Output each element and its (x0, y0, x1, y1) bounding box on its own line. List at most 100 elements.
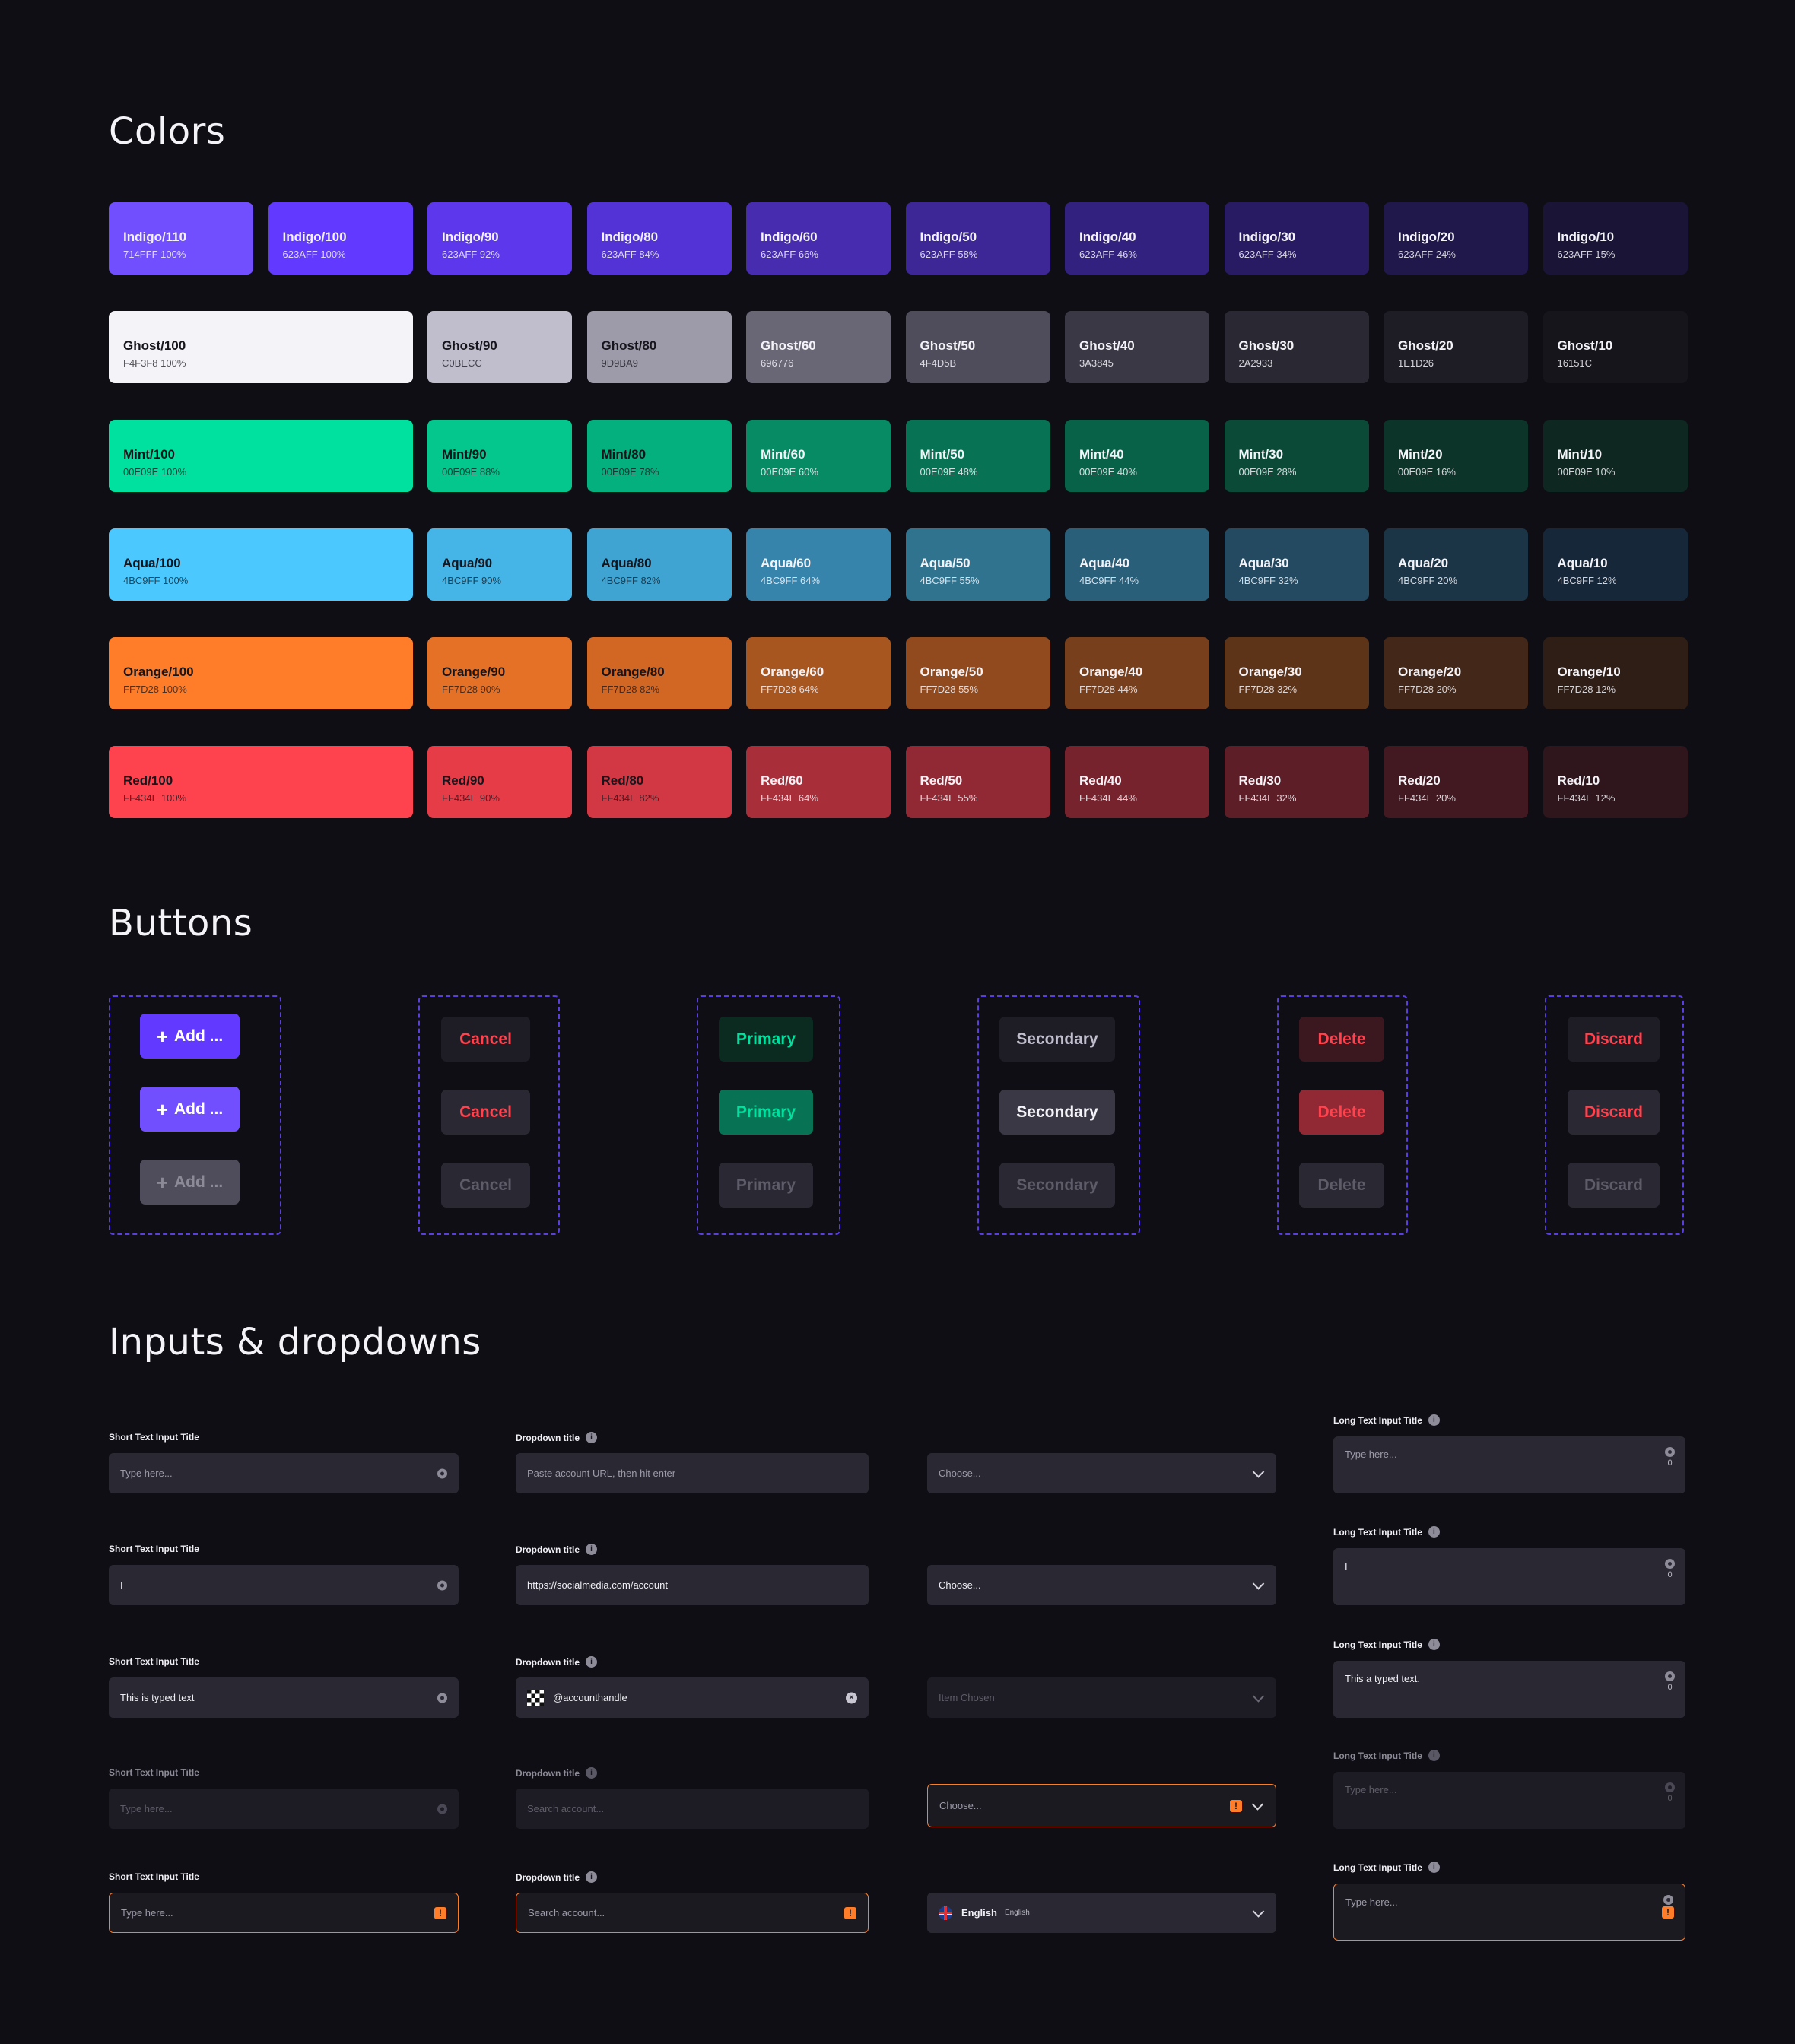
info-icon: i (1428, 1750, 1440, 1761)
select-dropdown[interactable]: English English (927, 1893, 1276, 1933)
info-icon: i (1428, 1862, 1440, 1873)
plus-icon: + (156, 1170, 168, 1194)
button-group-delete (1277, 995, 1408, 1235)
input-value: I (120, 1579, 123, 1591)
select-dropdown[interactable]: Choose...! (927, 1784, 1276, 1827)
delete-button[interactable]: Delete (1299, 1163, 1384, 1208)
secondary-button[interactable]: Secondary (999, 1017, 1115, 1062)
add-button[interactable]: + Add ... (140, 1160, 240, 1204)
swatch-ghost: Ghost/90 C0BECC (427, 311, 572, 383)
primary-button-label: Primary (735, 1030, 796, 1048)
swatch-name: Aqua/80 (601, 556, 652, 570)
settings-icon (437, 1804, 447, 1814)
swatch-red: Red/10 FF434E 12% (1542, 746, 1688, 818)
discard-button[interactable]: Discard (1568, 1163, 1660, 1208)
settings-icon (437, 1468, 447, 1478)
swatch-mint: Mint/90 00E09E 88% (427, 420, 572, 492)
swatch-indigo: Indigo/90 623AFF 92% (427, 202, 572, 275)
cancel-button[interactable]: Cancel (441, 1090, 530, 1135)
delete-button-label: Delete (1317, 1103, 1366, 1121)
swatch-name: Aqua/40 (1079, 556, 1130, 570)
account-input[interactable]: https://socialmedia.com/account (516, 1565, 869, 1605)
swatch-name: Orange/60 (761, 665, 824, 679)
primary-button[interactable]: Primary (719, 1163, 813, 1208)
dropdown-title-text: Dropdown title (516, 1656, 580, 1668)
primary-button[interactable]: Primary (719, 1017, 813, 1062)
cancel-button[interactable]: Cancel (441, 1017, 530, 1062)
button-group-primary (697, 995, 840, 1235)
swatch-orange: Orange/10 FF7D28 12% (1542, 637, 1688, 709)
short-text-input[interactable]: Type here... (109, 1788, 459, 1829)
add-button[interactable]: + Add ... (140, 1014, 240, 1058)
swatch-value: 4BC9FF 100% (123, 575, 189, 586)
cancel-button[interactable]: Cancel (441, 1163, 530, 1208)
short-text-input[interactable]: I (109, 1565, 459, 1605)
long-text-input[interactable]: Type here...! (1333, 1884, 1685, 1941)
swatch-value: 4BC9FF 64% (761, 575, 821, 586)
short-input-title: Short Text Input Title (109, 1871, 199, 1882)
button-group-discard (1545, 995, 1684, 1235)
secondary-button[interactable]: Secondary (999, 1163, 1115, 1208)
swatch-mint: Mint/20 00E09E 16% (1384, 420, 1528, 492)
short-input-title-text: Short Text Input Title (109, 1544, 199, 1554)
swatch-value: 00E09E 28% (1238, 466, 1297, 478)
long-text-input[interactable]: This a typed text. 0 (1333, 1661, 1685, 1718)
swatch-name: Ghost/100 (123, 338, 186, 353)
select-dropdown[interactable]: Choose... (927, 1453, 1276, 1493)
swatch-name: Orange/20 (1398, 665, 1462, 679)
short-text-input[interactable]: Type here...! (109, 1893, 459, 1933)
select-secondary-label: English (1004, 1909, 1030, 1917)
long-text-input[interactable]: Type here... 0 (1333, 1772, 1685, 1829)
swatch-value: FF434E 55% (920, 792, 978, 804)
swatch-name: Orange/40 (1079, 665, 1143, 679)
account-input[interactable]: @accounthandle × (516, 1677, 869, 1718)
swatch-value: FF434E 44% (1079, 792, 1137, 804)
secondary-button[interactable]: Secondary (999, 1090, 1115, 1135)
dropdown-title-text: Dropdown title (516, 1544, 580, 1555)
account-input[interactable]: Search account... (516, 1788, 869, 1829)
character-count: 0 (1667, 1794, 1673, 1803)
warning-icon: ! (844, 1906, 856, 1919)
long-input-title-text: Long Text Input Title (1333, 1639, 1422, 1650)
swatch-value: 00E09E 100% (123, 466, 187, 478)
delete-button[interactable]: Delete (1299, 1017, 1384, 1062)
delete-button[interactable]: Delete (1299, 1090, 1384, 1135)
cancel-button-label: Cancel (459, 1030, 512, 1048)
short-text-input[interactable]: Type here... (109, 1453, 459, 1493)
swatch-indigo: Indigo/110 714FFF 100% (109, 202, 253, 275)
discard-button[interactable]: Discard (1568, 1017, 1660, 1062)
account-input[interactable]: Search account...! (516, 1893, 869, 1933)
swatch-value: FF7D28 90% (442, 684, 500, 695)
long-input-title: Long Text Input Title i (1333, 1750, 1440, 1761)
discard-button[interactable]: Discard (1568, 1090, 1660, 1135)
chevron-down-icon (1252, 1577, 1265, 1590)
input-value: I (1345, 1560, 1348, 1572)
swatch-name: Red/10 (1557, 773, 1600, 788)
warning-icon: ! (434, 1906, 446, 1919)
primary-button[interactable]: Primary (719, 1090, 813, 1135)
swatch-value: FF434E 90% (442, 792, 500, 804)
swatch-value: 00E09E 10% (1557, 466, 1616, 478)
clear-icon[interactable]: × (846, 1692, 857, 1703)
swatch-aqua: Aqua/60 4BC9FF 64% (746, 528, 891, 601)
select-dropdown[interactable]: Item Chosen (927, 1677, 1276, 1718)
swatch-ghost: Ghost/80 9D9BA9 (586, 311, 732, 383)
select-dropdown[interactable]: Choose... (927, 1565, 1276, 1605)
add-button[interactable]: + Add ... (140, 1087, 240, 1132)
button-group-cancel (418, 995, 560, 1235)
swatch-name: Orange/30 (1238, 665, 1302, 679)
swatch-name: Indigo/110 (123, 230, 187, 244)
account-avatar-icon (527, 1689, 544, 1706)
swatch-value: 00E09E 88% (442, 466, 500, 478)
account-input[interactable]: Paste account URL, then hit enter (516, 1453, 869, 1493)
swatch-mint: Mint/100 00E09E 100% (109, 420, 413, 492)
long-text-input[interactable]: Type here... 0 (1333, 1436, 1685, 1493)
swatch-orange: Orange/50 FF7D28 55% (905, 637, 1050, 709)
select-value: Choose... (939, 1468, 981, 1479)
short-text-input[interactable]: This is typed text (109, 1677, 459, 1718)
long-input-title-text: Long Text Input Title (1333, 1750, 1422, 1761)
swatch-name: Red/50 (920, 773, 963, 788)
swatch-name: Indigo/20 (1398, 230, 1455, 244)
input-placeholder: Type here... (1345, 1896, 1398, 1908)
